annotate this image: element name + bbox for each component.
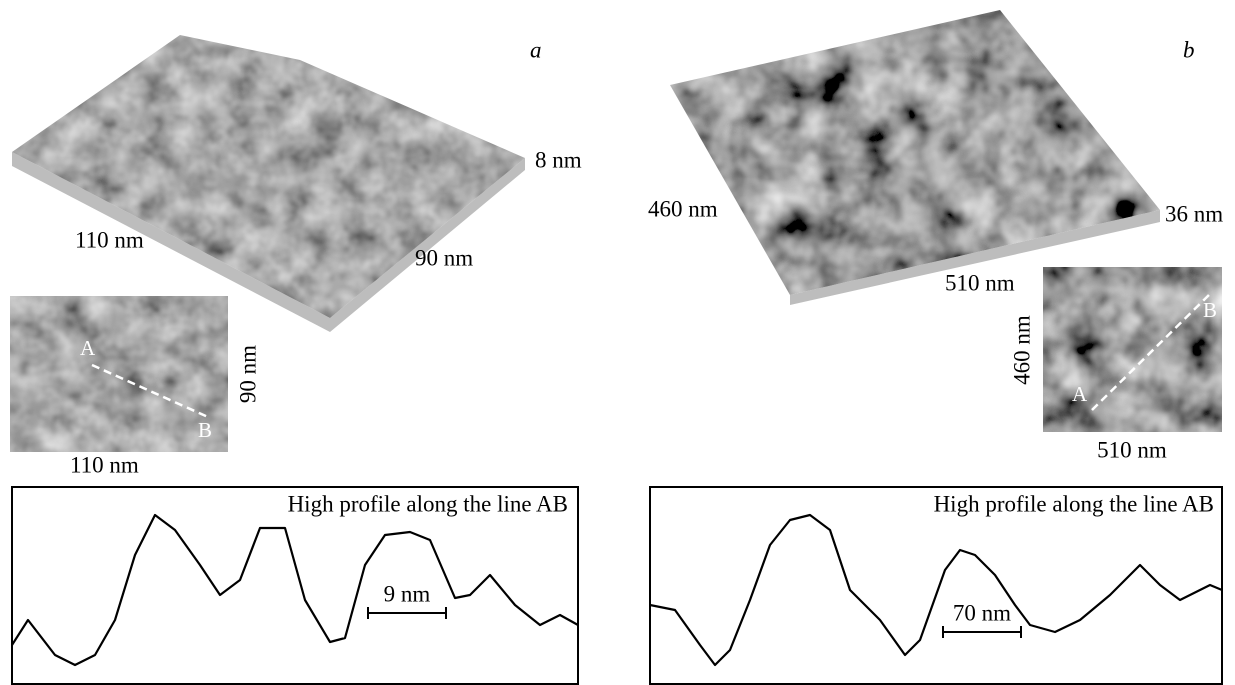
scale-label: 70 nm (953, 600, 1011, 625)
panel-letter: a (530, 37, 542, 62)
map-y-label: 460 nm (1009, 315, 1034, 385)
profile-frame (11, 486, 579, 685)
scale-bar (367, 607, 447, 619)
map-x-label: 510 nm (1097, 437, 1167, 462)
afm-map (10, 296, 228, 452)
point-label: A (80, 336, 96, 360)
profile-title: High profile along the line AB (934, 491, 1214, 516)
profile-curve (11, 513, 579, 667)
panel-letter: b (1183, 37, 1195, 62)
afm-map (1043, 267, 1222, 432)
point-label: B (198, 418, 212, 442)
height-label: 8 nm (535, 147, 582, 172)
profile-frame (649, 486, 1223, 685)
profile-curve (649, 513, 1223, 667)
surface-base (790, 210, 1160, 305)
width-label: 110 nm (75, 227, 144, 252)
width-label: 510 nm (945, 270, 1015, 295)
profile-line (91, 363, 209, 419)
point-label: A (1072, 382, 1088, 406)
map-y-label: 90 nm (235, 345, 260, 403)
profile-title: High profile along the line AB (288, 491, 568, 516)
scale-label: 9 nm (384, 581, 431, 606)
point-label: B (1203, 298, 1217, 322)
scale-bar (942, 626, 1022, 638)
height-label: 36 nm (1165, 201, 1223, 226)
profile-line (1091, 291, 1213, 411)
surface-base (12, 152, 525, 332)
map-x-label: 110 nm (70, 452, 139, 477)
surface-3d (670, 10, 1160, 295)
depth-label: 460 nm (648, 196, 718, 221)
depth-label: 90 nm (415, 245, 473, 270)
